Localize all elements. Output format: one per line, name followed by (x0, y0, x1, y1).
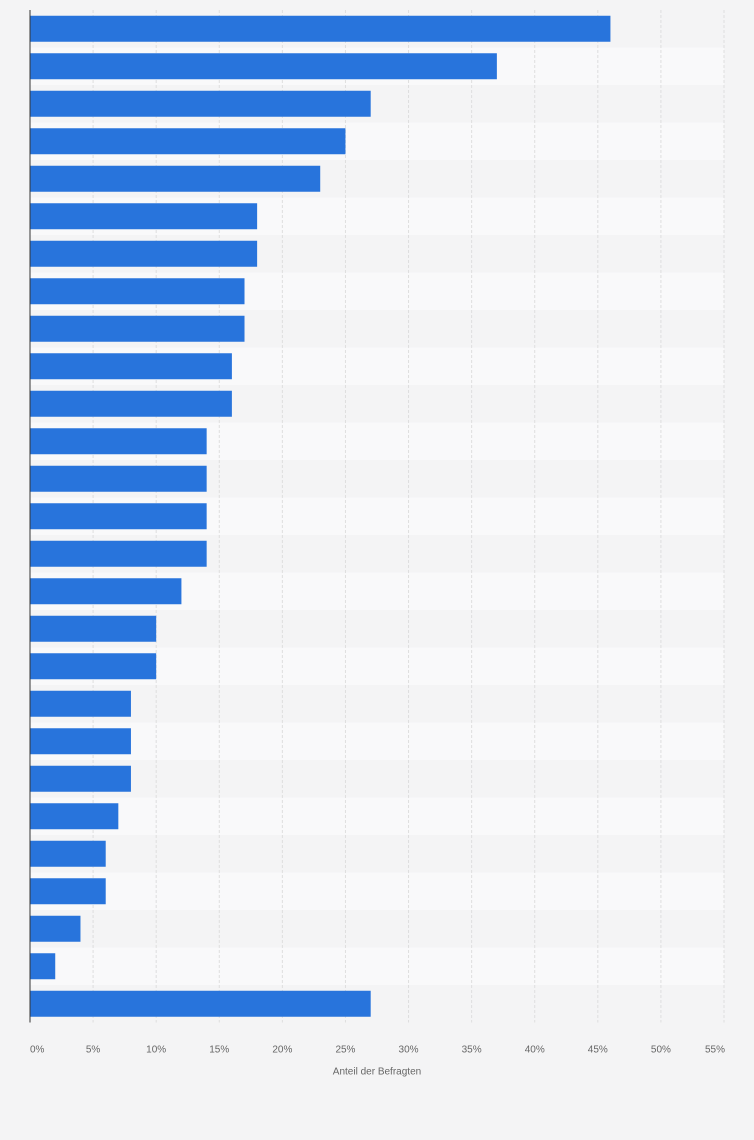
x-tick-label: 25% (335, 1045, 355, 1056)
bar[interactable] (30, 128, 346, 155)
x-tick-label: 30% (399, 1045, 419, 1056)
row-band (30, 760, 724, 798)
bar[interactable] (30, 840, 106, 867)
bar[interactable] (30, 953, 56, 980)
bar[interactable] (30, 15, 611, 42)
bar[interactable] (30, 578, 182, 605)
bar[interactable] (30, 690, 131, 717)
bar[interactable] (30, 765, 131, 792)
x-tick-label: 55% (705, 1045, 725, 1056)
bar[interactable] (30, 465, 207, 492)
x-tick-label: 35% (462, 1045, 482, 1056)
bars (30, 15, 611, 1017)
bar[interactable] (30, 315, 245, 342)
bar[interactable] (30, 90, 371, 117)
x-axis-ticks: 0% 5% 10% 15% 20% 25% 30% 35% 40% 45% 50% 55% (30, 1045, 725, 1056)
row-band (30, 835, 724, 873)
bar[interactable] (30, 428, 207, 455)
x-tick-label: 45% (588, 1045, 608, 1056)
bar[interactable] (30, 990, 371, 1017)
bar[interactable] (30, 615, 157, 642)
x-tick-label: 20% (272, 1045, 292, 1056)
bar[interactable] (30, 278, 245, 305)
row-band (30, 872, 724, 910)
bar[interactable] (30, 540, 207, 567)
x-tick-label: 0% (30, 1045, 45, 1056)
row-band (30, 797, 724, 835)
bar[interactable] (30, 878, 106, 905)
row-band (30, 722, 724, 760)
bar[interactable] (30, 165, 321, 192)
bar[interactable] (30, 803, 119, 830)
bar[interactable] (30, 240, 258, 267)
x-tick-label: 50% (651, 1045, 671, 1056)
x-tick-label: 40% (525, 1045, 545, 1056)
x-tick-label: 5% (86, 1045, 101, 1056)
bar[interactable] (30, 353, 232, 380)
row-band (30, 910, 724, 948)
bar[interactable] (30, 728, 131, 755)
row-band (30, 685, 724, 723)
bar[interactable] (30, 203, 258, 230)
x-axis-title: Anteil der Befragten (333, 1067, 421, 1078)
bar[interactable] (30, 915, 81, 942)
bar[interactable] (30, 503, 207, 530)
bar[interactable] (30, 53, 497, 80)
bar[interactable] (30, 653, 157, 680)
row-band (30, 947, 724, 985)
x-tick-label: 15% (209, 1045, 229, 1056)
bar[interactable] (30, 390, 232, 417)
x-tick-label: 10% (146, 1045, 166, 1056)
